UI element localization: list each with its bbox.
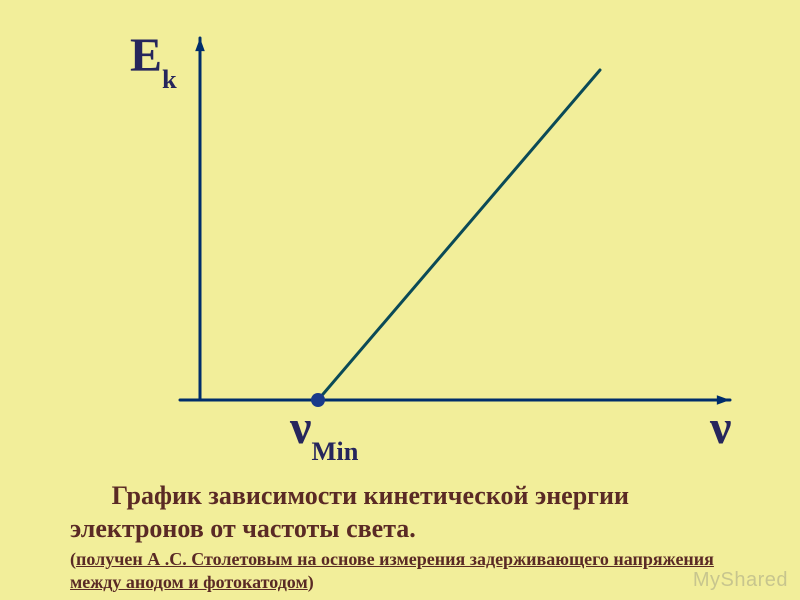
x-min-label-sub: Min: [311, 436, 358, 466]
footnote: (получен А .С. Столетовым на основе изме…: [70, 548, 750, 595]
caption-text: График зависимости кинетической энергии …: [70, 481, 629, 543]
y-axis-label-sub: k: [162, 64, 177, 94]
footnote-underlined: получен А .С. Столетовым на основе измер…: [70, 549, 714, 592]
x-min-label-main: ν: [290, 401, 311, 454]
y-axis-label: Ek: [130, 28, 177, 89]
footnote-suffix: ): [308, 572, 314, 592]
x-axis-label: ν: [710, 400, 731, 455]
x-axis-label-main: ν: [710, 401, 731, 454]
watermark-text: MyShared: [693, 569, 788, 591]
caption: График зависимости кинетической энергии …: [70, 480, 740, 545]
y-axis-label-main: E: [130, 29, 162, 82]
watermark: MyShared: [693, 569, 788, 592]
x-min-label: νMin: [290, 400, 358, 461]
